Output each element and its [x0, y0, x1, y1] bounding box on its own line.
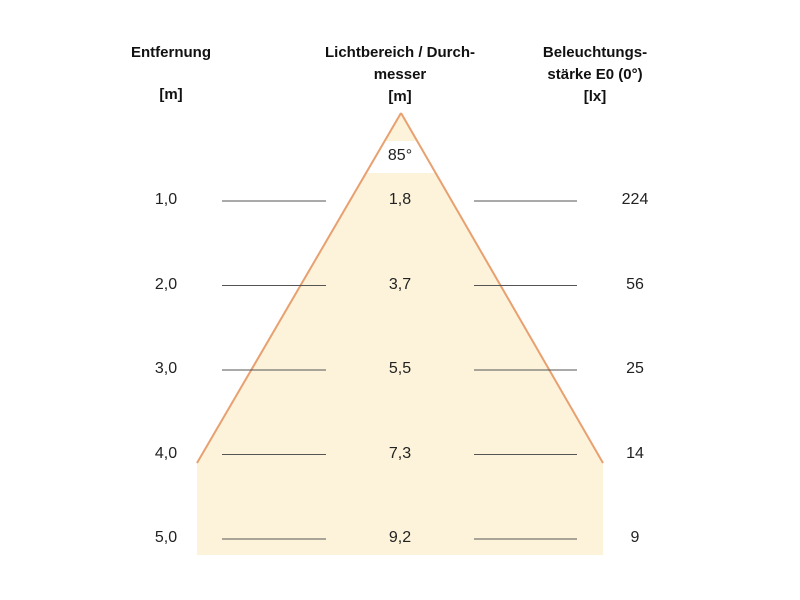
- illuminance-value: 9: [630, 529, 640, 546]
- illuminance-header-line2: stärke E0 (0°): [547, 66, 643, 83]
- diameter-column-header: Lichtbereich / Durch- messer [m]: [305, 42, 495, 108]
- distance-column-header: Entfernung [m]: [115, 42, 227, 106]
- diameter-value: 9,2: [388, 529, 412, 546]
- distance-value: 4,0: [154, 444, 178, 462]
- distance-value: 1,0: [154, 191, 178, 208]
- distance-value: 2,0: [154, 275, 178, 293]
- beam-angle-label: 85°: [387, 147, 413, 164]
- distance-value: 3,0: [154, 360, 178, 377]
- beam-angle-label-background: [366, 141, 436, 173]
- diameter-header-line1: Lichtbereich / Durch-: [324, 44, 476, 61]
- illuminance-header-line1: Beleuchtungs-: [542, 44, 648, 61]
- cone-edge-right: [400, 112, 604, 464]
- illuminance-value: 224: [621, 191, 649, 208]
- cone-edge-left: [196, 112, 402, 464]
- distance-value: 5,0: [154, 529, 178, 546]
- distance-header-label: Entfernung: [131, 44, 211, 61]
- illuminance-value: 14: [626, 444, 644, 462]
- illuminance-unit-label: [lx]: [583, 88, 607, 105]
- diameter-value: 3,7: [388, 275, 412, 293]
- diameter-value: 7,3: [388, 444, 412, 462]
- illuminance-column-header: Beleuchtungs- stärke E0 (0°) [lx]: [520, 42, 670, 108]
- illuminance-value: 56: [626, 275, 644, 293]
- illuminance-value: 25: [626, 360, 644, 377]
- light-cone-fill: [197, 113, 603, 555]
- diameter-value: 5,5: [388, 360, 412, 377]
- diameter-header-line2: messer: [373, 66, 427, 83]
- distance-unit-label: [m]: [159, 86, 183, 103]
- diameter-unit-label: [m]: [388, 88, 412, 105]
- diameter-value: 1,8: [388, 191, 412, 208]
